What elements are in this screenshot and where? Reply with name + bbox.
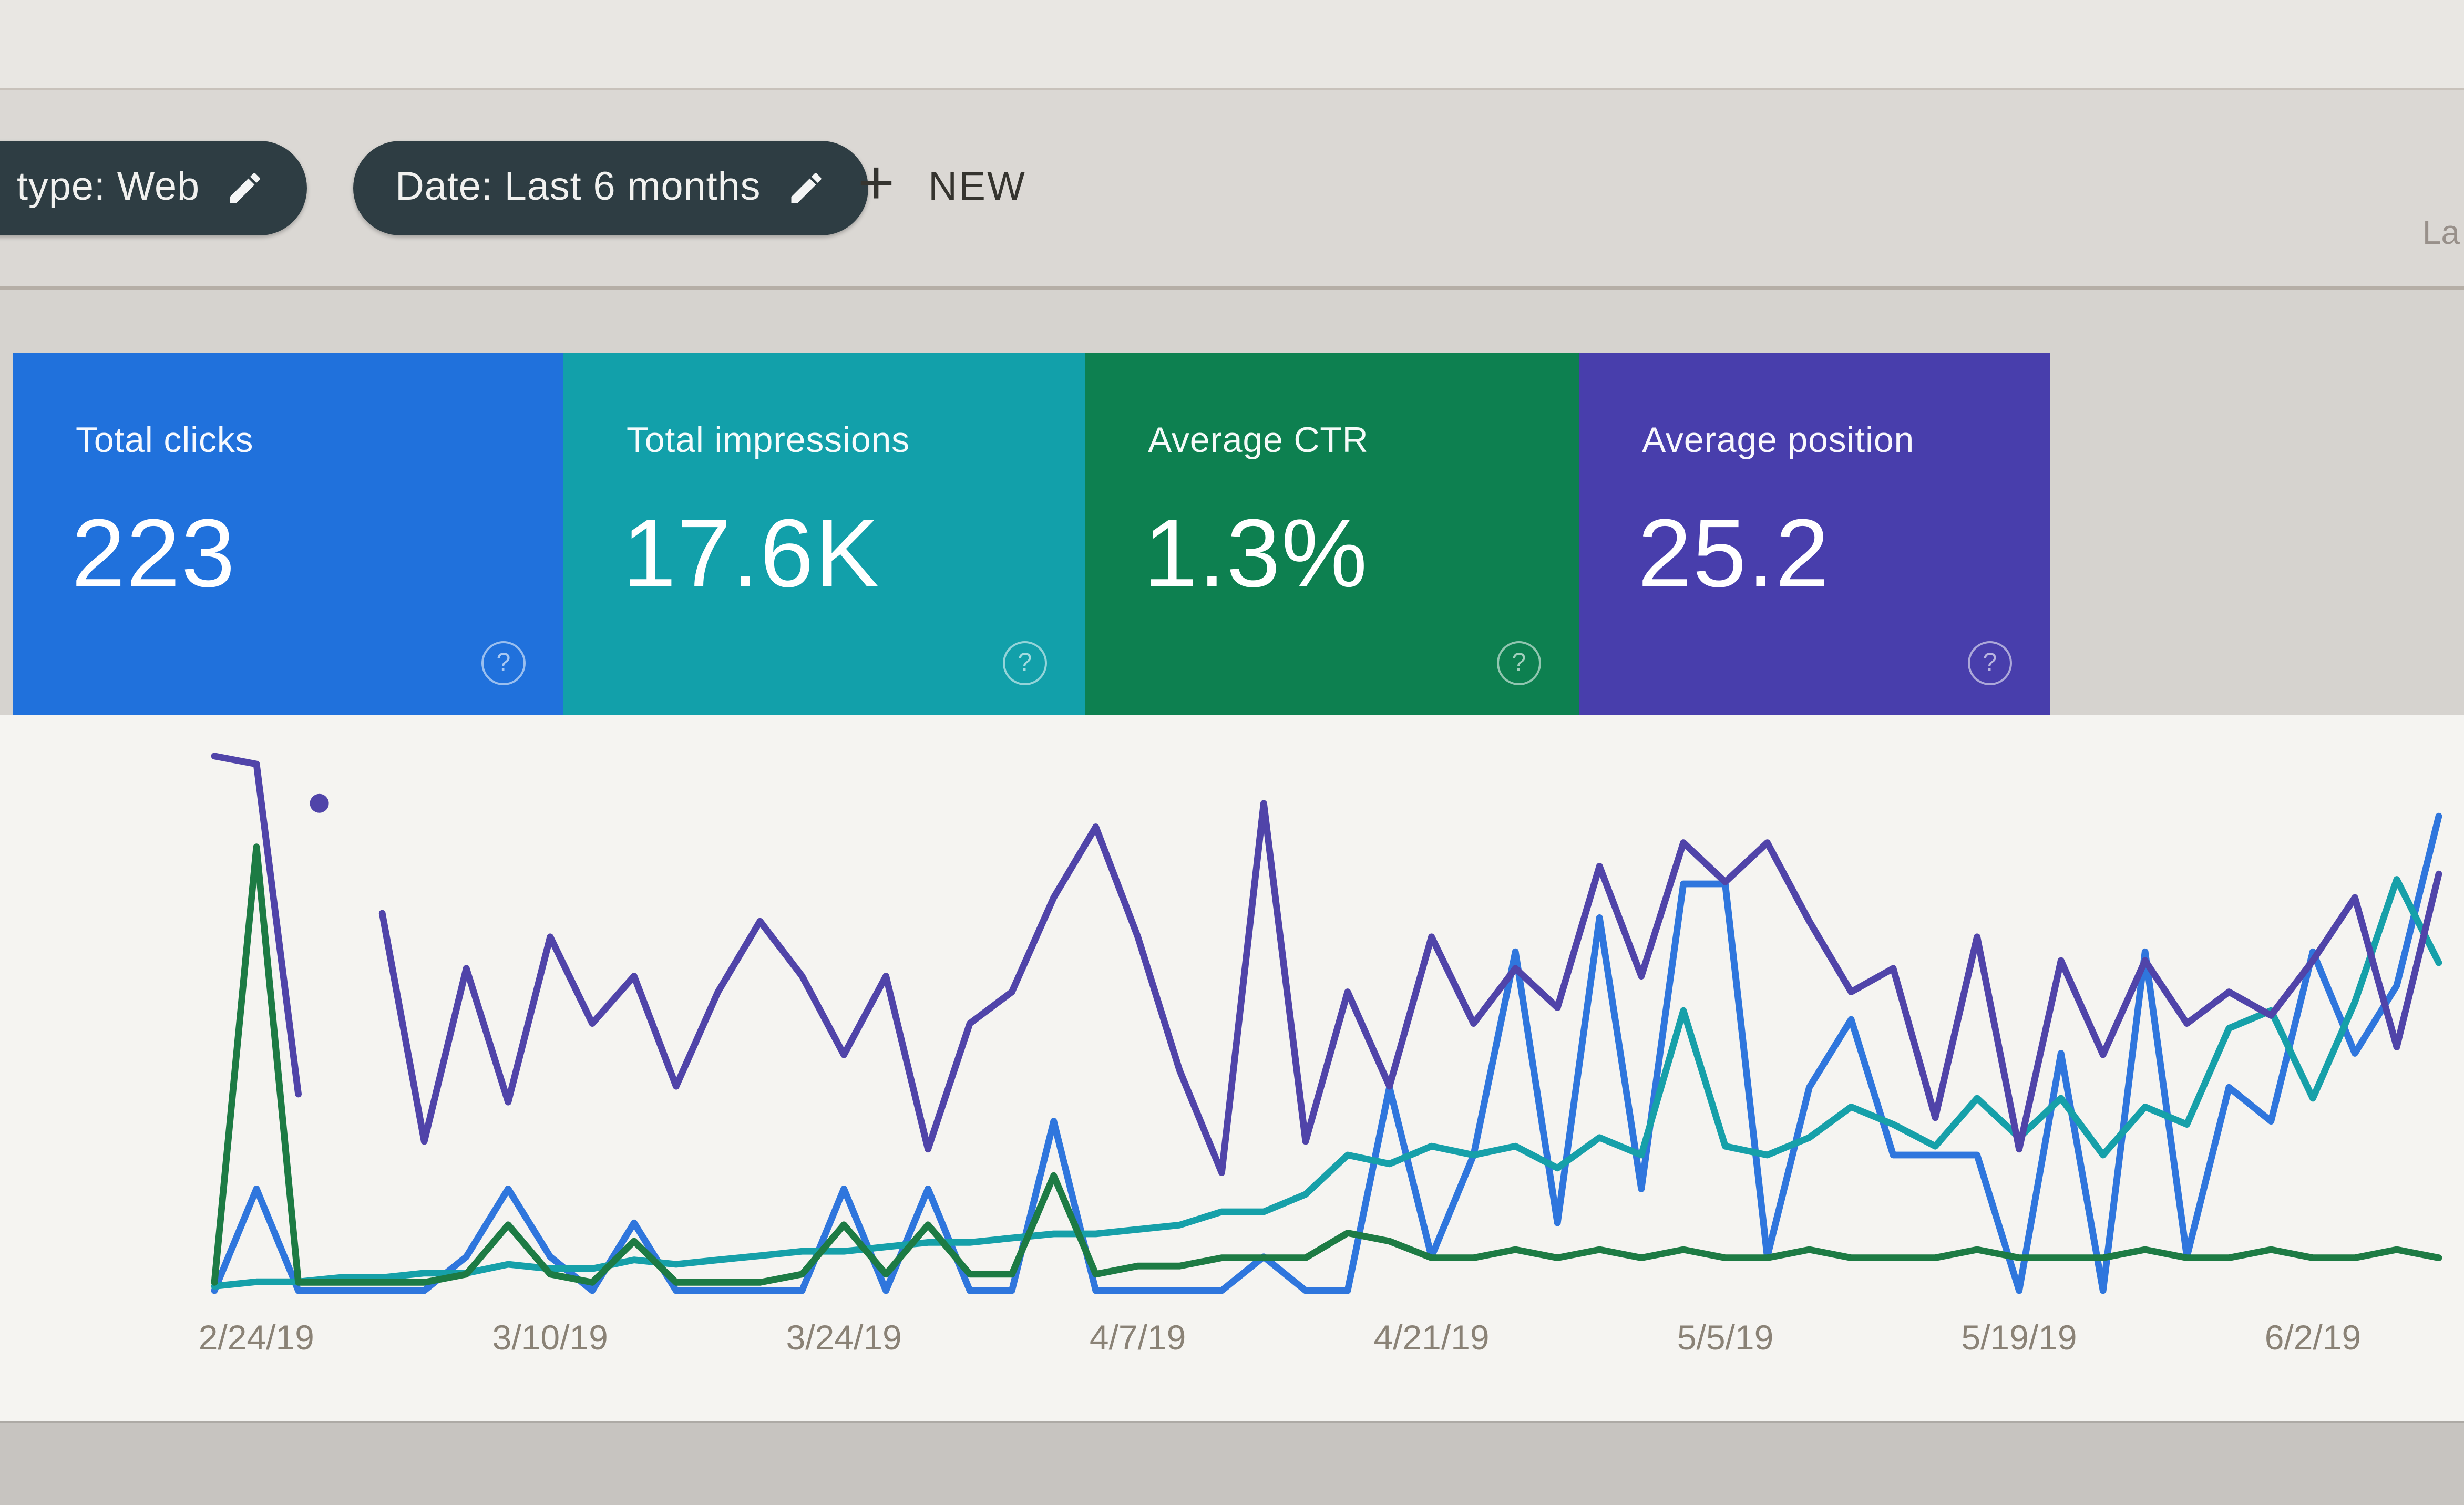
clipped-last-updated-text: La	[2422, 217, 2460, 252]
filter-toolbar: type: Web Date: Last 6 months + NEW La	[0, 90, 2464, 286]
x-axis-tick-labels: 2/24/19 3/10/19 3/24/19 4/7/19 4/21/19 5/5/19…	[199, 1320, 2439, 1370]
total-clicks-card[interactable]: Total clicks 223 ?	[13, 353, 563, 715]
search-type-filter-chip[interactable]: type: Web	[0, 141, 307, 235]
average-position-value: 25.2	[1638, 498, 1831, 607]
series-line-position	[211, 752, 2442, 1176]
average-ctr-value: 1.3%	[1144, 498, 1369, 607]
plus-icon: +	[858, 149, 895, 219]
help-icon[interactable]: ?	[1003, 641, 1047, 685]
x-axis-label: 4/21/19	[1373, 1320, 1490, 1358]
average-position-label: Average position	[1642, 420, 1915, 460]
total-clicks-label: Total clicks	[76, 420, 254, 460]
performance-line-chart[interactable]	[211, 748, 2442, 1294]
edit-pencil-icon	[790, 173, 821, 203]
date-range-filter-chip[interactable]: Date: Last 6 months	[353, 141, 868, 235]
x-axis-label: 3/24/19	[786, 1320, 902, 1358]
isolated-data-point	[310, 793, 329, 813]
help-icon[interactable]: ?	[481, 641, 526, 685]
x-axis-label: 5/5/19	[1677, 1320, 1774, 1358]
toolbar-divider	[0, 286, 2464, 290]
performance-chart-panel: 2/24/19 3/10/19 3/24/19 4/7/19 4/21/19 5/5/19…	[0, 715, 2464, 1421]
series-line-ctr	[211, 843, 2442, 1286]
edit-pencil-icon	[230, 173, 260, 203]
total-impressions-card[interactable]: Total impressions 17.6K ?	[563, 353, 1085, 715]
date-range-chip-label: Date: Last 6 months	[395, 165, 761, 209]
page-bottom-edge	[0, 1421, 2464, 1505]
x-axis-label: 4/7/19	[1089, 1320, 1186, 1358]
x-axis-label: 3/10/19	[492, 1320, 608, 1358]
metric-summary-cards: Total clicks 223 ? Total impressions 17.…	[13, 353, 2050, 715]
x-axis-label: 6/2/19	[2264, 1320, 2362, 1358]
average-position-card[interactable]: Average position 25.2 ?	[1579, 353, 2050, 715]
total-clicks-value: 223	[71, 498, 236, 607]
help-icon[interactable]: ?	[1968, 641, 2012, 685]
total-impressions-value: 17.6K	[622, 498, 880, 607]
series-line-clicks	[211, 812, 2442, 1294]
average-ctr-card[interactable]: Average CTR 1.3% ?	[1085, 353, 1579, 715]
help-icon[interactable]: ?	[1497, 641, 1541, 685]
new-filter-label: NEW	[928, 165, 1027, 209]
average-ctr-label: Average CTR	[1148, 420, 1369, 460]
search-type-chip-label: type: Web	[17, 165, 200, 209]
new-filter-button[interactable]: + NEW	[858, 141, 1026, 235]
total-impressions-label: Total impressions	[627, 420, 910, 460]
x-axis-label: 2/24/19	[198, 1320, 314, 1358]
x-axis-label: 5/19/19	[1961, 1320, 2077, 1358]
browser-top-strip	[0, 0, 2464, 90]
series-line-impressions	[211, 876, 2442, 1290]
